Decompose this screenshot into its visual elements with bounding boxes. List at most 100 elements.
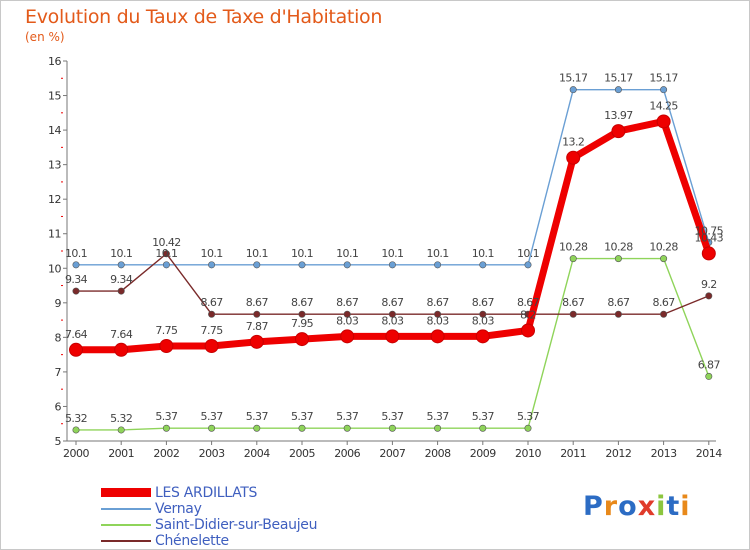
data-label: 8.67 [291, 296, 314, 309]
y-tick-label: 14 [48, 124, 61, 137]
data-label: 13.2 [562, 136, 584, 149]
legend-swatch-vernay [101, 508, 151, 510]
y-tick-label: 10 [48, 262, 61, 275]
data-label: 8.67 [427, 296, 450, 309]
data-label: 10.42 [152, 236, 181, 249]
y-tick-label: 11 [48, 228, 61, 241]
legend-swatch-les-ardillats [101, 488, 151, 497]
data-label: 15.17 [604, 72, 633, 85]
chart-legend: LES ARDILLATS Vernay Saint-Didier-sur-Be… [101, 485, 421, 549]
series-point-2 [569, 255, 577, 263]
legend-item-les-ardillats: LES ARDILLATS [101, 485, 421, 501]
logo-letter: o [618, 491, 638, 522]
series-point-0 [204, 339, 219, 353]
data-label: 10.1 [517, 247, 539, 260]
data-label: 10.1 [201, 247, 223, 260]
series-point-2 [343, 424, 351, 432]
legend-label: Saint-Didier-sur-Beaujeu [155, 517, 318, 533]
series-point-0 [295, 332, 309, 347]
data-label: 7.64 [110, 328, 133, 341]
x-tick-label: 2012 [605, 447, 631, 460]
series-point-2 [479, 424, 487, 432]
series-point-2 [298, 424, 306, 432]
series-point-1 [434, 261, 442, 269]
series-point-1 [298, 261, 306, 269]
series-point-0 [656, 114, 671, 129]
series-point-0 [385, 329, 400, 344]
series-point-1 [569, 86, 577, 94]
data-label: 7.87 [246, 320, 269, 333]
data-label: 8.03 [427, 314, 450, 327]
y-tick-label: 7 [55, 366, 62, 379]
series-point-0 [566, 150, 581, 165]
data-label: 7.64 [65, 328, 88, 341]
data-label: 5.37 [291, 410, 314, 423]
y-tick-label: 9 [55, 297, 62, 310]
x-tick-label: 2004 [244, 447, 270, 460]
x-tick-label: 2006 [334, 447, 360, 460]
series-point-2 [434, 424, 442, 432]
data-label: 10.28 [559, 241, 588, 254]
series-point-3 [343, 310, 351, 318]
data-label: 7.75 [155, 324, 178, 337]
series-point-1 [660, 86, 668, 94]
logo-letter: x [637, 491, 657, 522]
series-point-0 [430, 329, 445, 344]
series-point-3 [117, 287, 125, 295]
series-point-1 [388, 261, 396, 269]
x-tick-label: 2002 [153, 447, 179, 460]
x-tick-label: 2007 [379, 447, 405, 460]
series-point-1 [208, 261, 216, 269]
data-label: 8.67 [472, 296, 495, 309]
x-tick-label: 2009 [470, 447, 496, 460]
data-label: 13.97 [604, 109, 633, 122]
series-point-3 [614, 310, 622, 318]
y-tick-label: 12 [48, 193, 61, 206]
data-label: 5.37 [155, 410, 178, 423]
data-label: 10.1 [65, 247, 87, 260]
data-label: 10.1 [381, 247, 403, 260]
series-point-2 [388, 424, 396, 432]
data-label: 8.2 [520, 308, 536, 321]
series-point-1 [614, 86, 622, 94]
series-point-1 [72, 261, 80, 269]
data-label: 5.37 [427, 410, 450, 423]
x-tick-label: 2011 [560, 447, 586, 460]
x-tick-label: 2003 [199, 447, 225, 460]
data-label: 10.1 [472, 247, 494, 260]
series-point-0 [114, 342, 129, 357]
legend-label: LES ARDILLATS [155, 485, 258, 501]
data-label: 5.37 [246, 410, 269, 423]
data-label: 9.34 [65, 273, 88, 286]
legend-item-vernay: Vernay [101, 501, 421, 517]
series-point-3 [479, 310, 487, 318]
series-point-0 [249, 334, 264, 349]
series-point-1 [253, 261, 261, 269]
x-tick-label: 2013 [651, 447, 677, 460]
series-point-0 [475, 329, 490, 344]
data-label: 5.37 [381, 410, 404, 423]
chart-unit: (en %) [25, 30, 65, 44]
data-label: 9.2 [701, 278, 717, 291]
data-label: 5.37 [517, 410, 540, 423]
data-label: 5.37 [472, 410, 495, 423]
data-label: 7.75 [201, 324, 224, 337]
x-tick-label: 2000 [63, 447, 89, 460]
data-label: 15.17 [649, 72, 678, 85]
data-label: 10.1 [427, 247, 449, 260]
series-point-3 [162, 250, 170, 258]
series-point-2 [614, 255, 622, 263]
proxiti-logo: Proxiti [583, 491, 691, 522]
logo-letter: i [680, 491, 691, 522]
data-label: 14.25 [649, 99, 678, 112]
logo-letter: P [583, 491, 604, 522]
legend-label: Chénelette [155, 533, 229, 549]
data-label: 10.28 [649, 241, 678, 254]
series-point-1 [343, 261, 351, 269]
data-label: 8.67 [381, 296, 404, 309]
x-tick-label: 2005 [289, 447, 315, 460]
data-label: 8.67 [607, 296, 630, 309]
series-point-3 [72, 287, 80, 295]
